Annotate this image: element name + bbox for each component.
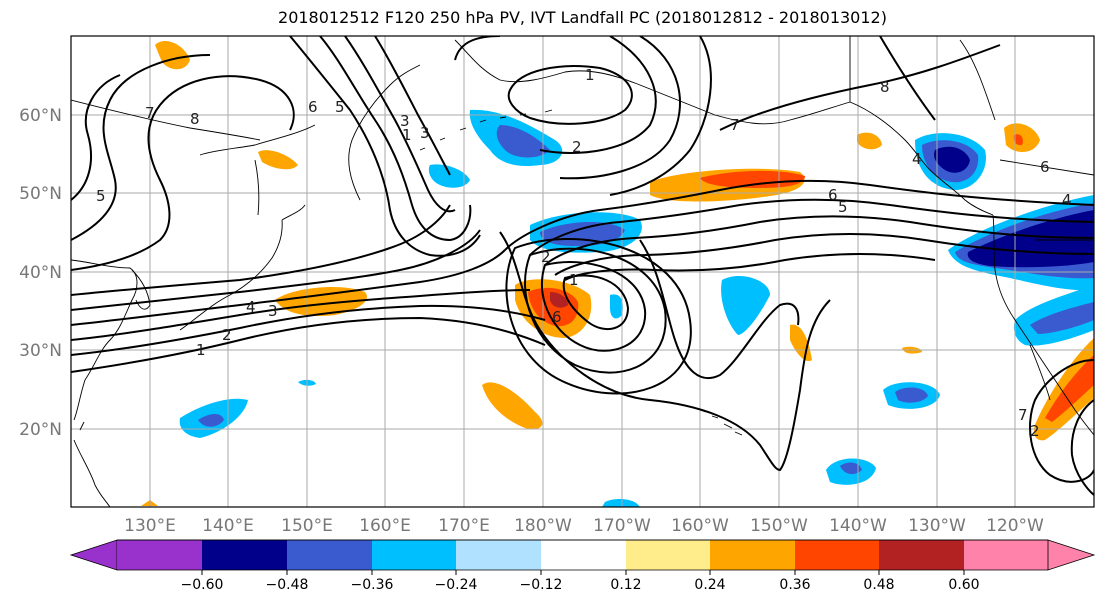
lon-tick-label: 170°E (438, 516, 490, 536)
contour-label: 4 (1062, 191, 1072, 209)
map-grid (71, 36, 1094, 507)
shade-mblue-20N-145E (198, 414, 224, 427)
lon-tick-label: 120°W (986, 516, 1044, 536)
shade-orange-20N-175E (482, 382, 543, 430)
colorbar-segment (626, 540, 711, 570)
colorbar-segment (117, 540, 202, 570)
contour-labels: 1 2 3 4 5 6 7 8 2 6 8 1 7 6 5 4 3 2 1 3 … (96, 66, 1072, 440)
contour-label: 4 (246, 298, 256, 316)
shade-orange-okhotsk (258, 150, 298, 170)
shade-mblue-15N-140W (840, 462, 862, 475)
anomaly-shading (141, 40, 1094, 507)
lon-tick-label: 140°W (829, 516, 887, 536)
contour-label: 5 (838, 198, 848, 216)
lon-axis: 130°E 140°E 150°E 160°E 170°E 180°W 170°… (124, 516, 1044, 536)
shade-red-ne (1013, 134, 1023, 146)
lat-tick-label: 60°N (19, 106, 62, 126)
contour-label: 6 (308, 98, 318, 116)
colorbar-segment (287, 540, 372, 570)
lon-tick-label: 180°W (514, 516, 572, 536)
colorbar-tick-label: 0.48 (863, 577, 894, 593)
contour-label: 3 (400, 112, 410, 130)
coastlines (71, 36, 1094, 507)
shade-blue-150W-40N (721, 275, 770, 335)
lat-tick-label: 40°N (19, 263, 62, 283)
lat-axis: 60°N 50°N 40°N 30°N 20°N (19, 106, 62, 440)
contour-label: 7 (145, 104, 155, 122)
contour-label: 3 (420, 124, 430, 142)
contour-label: 6 (828, 186, 838, 204)
lat-tick-label: 30°N (19, 341, 62, 361)
contour-label: 5 (96, 187, 106, 205)
lon-tick-label: 160°E (359, 516, 411, 536)
lon-tick-label: 150°E (281, 516, 333, 536)
colorbar-segment (456, 540, 541, 570)
colorbar-tick-label: 0.60 (948, 577, 979, 593)
lon-tick-label: 130°W (908, 516, 966, 536)
contour-label: 2 (222, 326, 232, 344)
colorbar-tick-label: −0.12 (520, 577, 563, 593)
shade-brick-dateline (550, 292, 568, 308)
shade-orange-kam (155, 40, 190, 70)
lon-tick-label: 140°E (202, 516, 254, 536)
colorbar-tick-label: 0.36 (779, 577, 810, 593)
shade-orange-50N-145W (857, 132, 882, 150)
colorbar-segment (710, 540, 795, 570)
contour-label: 2 (1030, 422, 1040, 440)
colorbar-tick-label: −0.24 (435, 577, 478, 593)
colorbar-tick-label: −0.36 (351, 577, 394, 593)
shade-blue-175W (610, 294, 623, 319)
colorbar-segment (964, 540, 1048, 570)
colorbar-segment (795, 540, 880, 570)
contour-label: 1 (402, 126, 412, 144)
colorbar-segment (541, 540, 626, 570)
pv-contours (71, 36, 1094, 496)
lat-tick-label: 50°N (19, 184, 62, 204)
contour-label: 8 (880, 78, 890, 96)
contour-label: 1 (569, 271, 579, 289)
contour-label: 7 (730, 116, 740, 134)
map-frame (70, 35, 1095, 508)
contour-label: 1 (585, 66, 595, 84)
shade-navy-bc (934, 146, 970, 173)
lat-tick-label: 20°N (19, 420, 62, 440)
colorbar: −0.60 −0.48 −0.36 −0.24 −0.12 0.12 0.24 … (69, 539, 1096, 593)
colorbar-segment (202, 540, 287, 570)
colorbar-tick-label: 0.12 (610, 577, 641, 593)
shade-orange-japan (275, 286, 367, 317)
map-title: 2018012512 F120 250 hPa PV, IVT Landfall… (278, 8, 887, 27)
shade-mblue-sw-us (1030, 302, 1094, 334)
shade-red-mex (1045, 355, 1094, 422)
lon-tick-label: 160°W (671, 516, 729, 536)
lon-tick-label: 170°W (593, 516, 651, 536)
colorbar-tick-label: −0.60 (181, 577, 224, 593)
contour-label: 1 (196, 341, 206, 359)
shade-mblue-25N-135W (895, 387, 928, 403)
colorbar-segment (879, 540, 964, 570)
contour-label: 7 (1018, 406, 1028, 424)
contour-label: 6 (1040, 158, 1050, 176)
shade-blue-bottom (602, 499, 640, 507)
contour-label: 2 (541, 248, 551, 266)
shade-dblue-gulf (496, 125, 550, 158)
contour-label: 4 (912, 150, 922, 168)
colorbar-tick-label: 0.24 (694, 577, 725, 593)
contour-label: 8 (190, 110, 200, 128)
contour-label: 3 (268, 302, 278, 320)
contour-label: 6 (552, 308, 562, 326)
shade-blue-japan (428, 164, 470, 188)
colorbar-tick-label: −0.48 (266, 577, 309, 593)
lon-tick-label: 130°E (124, 516, 176, 536)
colorbar-extend-high (1047, 539, 1096, 571)
contour-label: 5 (335, 98, 345, 116)
colorbar-extend-low (69, 539, 118, 571)
lon-tick-label: 150°W (750, 516, 808, 536)
contour-label: 2 (572, 138, 582, 156)
colorbar-segment (372, 540, 457, 570)
